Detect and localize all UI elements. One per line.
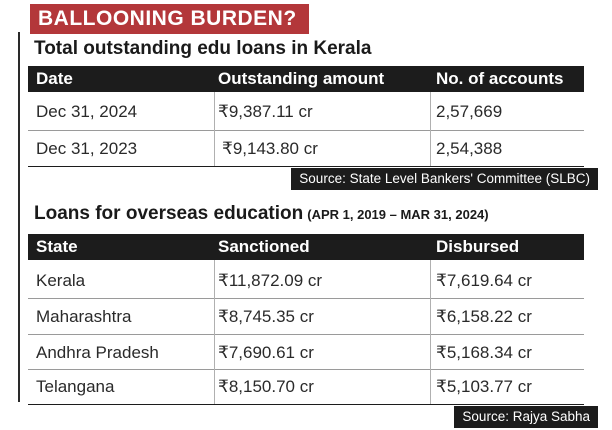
table2-cell-sanctioned: ₹8,150.70 cr	[218, 377, 314, 396]
table2-date-range: (APR 1, 2019 – MAR 31, 2024)	[307, 207, 489, 222]
table2-cell-state: Maharashtra	[36, 307, 132, 326]
table1-source: Source: State Level Bankers' Committee (…	[291, 168, 598, 190]
table2-header-state: State	[36, 237, 78, 256]
table2-header-row: State Sanctioned Disbursed	[28, 234, 584, 260]
table1-header-accounts: No. of accounts	[436, 69, 564, 88]
table2-bottom-rule	[28, 404, 584, 405]
table1-column-divider	[214, 92, 215, 166]
table2-cell-sanctioned: ₹11,872.09 cr	[218, 271, 323, 290]
table2-row: Andhra Pradesh ₹7,690.61 cr ₹5,168.34 cr	[28, 335, 584, 370]
table1-cell-amount: ₹9,143.80 cr	[222, 139, 318, 158]
table1-row: Dec 31, 2024 ₹9,387.11 cr 2,57,669	[28, 94, 584, 129]
headline-tag: BALLOONING BURDEN?	[30, 4, 309, 34]
table2-row-divider	[28, 298, 584, 299]
table2-row-divider	[28, 334, 584, 335]
table2-cell-disbursed: ₹6,158.22 cr	[436, 307, 532, 326]
table2-cell-disbursed: ₹5,103.77 cr	[436, 377, 532, 396]
table1-cell-accounts: 2,54,388	[436, 139, 503, 158]
table2-cell-state: Kerala	[36, 271, 86, 290]
table1-row-divider	[28, 130, 584, 131]
table2-header-sanctioned: Sanctioned	[218, 237, 310, 256]
table2-cell-sanctioned: ₹8,745.35 cr	[218, 307, 314, 326]
table2-title: Loans for overseas education (APR 1, 2019…	[34, 203, 489, 225]
table2-header-disbursed: Disbursed	[436, 237, 520, 256]
table1-cell-amount: ₹9,387.11 cr	[218, 102, 313, 121]
table1-cell-date: Dec 31, 2023	[36, 139, 138, 158]
table1-cell-accounts: 2,57,669	[436, 102, 503, 121]
table2-row-divider	[28, 369, 584, 370]
table2-cell-disbursed: ₹7,619.64 cr	[436, 271, 532, 290]
table1-cell-date: Dec 31, 2024	[36, 102, 138, 121]
table1-bottom-rule	[28, 166, 584, 167]
table2-cell-disbursed: ₹5,168.34 cr	[436, 343, 532, 362]
table2-row: Maharashtra ₹8,745.35 cr ₹6,158.22 cr	[28, 299, 584, 334]
table2-title-text: Loans for overseas education	[34, 203, 304, 224]
table2-source: Source: Rajya Sabha	[454, 406, 598, 428]
table1-header-amount: Outstanding amount	[218, 69, 385, 88]
table2-row: Kerala ₹11,872.09 cr ₹7,619.64 cr	[28, 263, 584, 298]
table1-row: Dec 31, 2023 ₹9,143.80 cr 2,54,388	[28, 131, 584, 166]
table1-column-divider	[430, 92, 431, 166]
table1-title: Total outstanding edu loans in Kerala	[34, 38, 372, 59]
left-frame-rule	[18, 32, 20, 402]
table2-cell-sanctioned: ₹7,690.61 cr	[218, 343, 314, 362]
table2-cell-state: Andhra Pradesh	[36, 343, 159, 362]
table2-row: Telangana ₹8,150.70 cr ₹5,103.77 cr	[28, 369, 584, 404]
table1-header-row: Date Outstanding amount No. of accounts	[28, 66, 584, 92]
table1-header-date: Date	[36, 69, 73, 88]
table2-column-divider	[430, 260, 431, 404]
table2-column-divider	[214, 260, 215, 404]
table2-cell-state: Telangana	[36, 377, 115, 396]
